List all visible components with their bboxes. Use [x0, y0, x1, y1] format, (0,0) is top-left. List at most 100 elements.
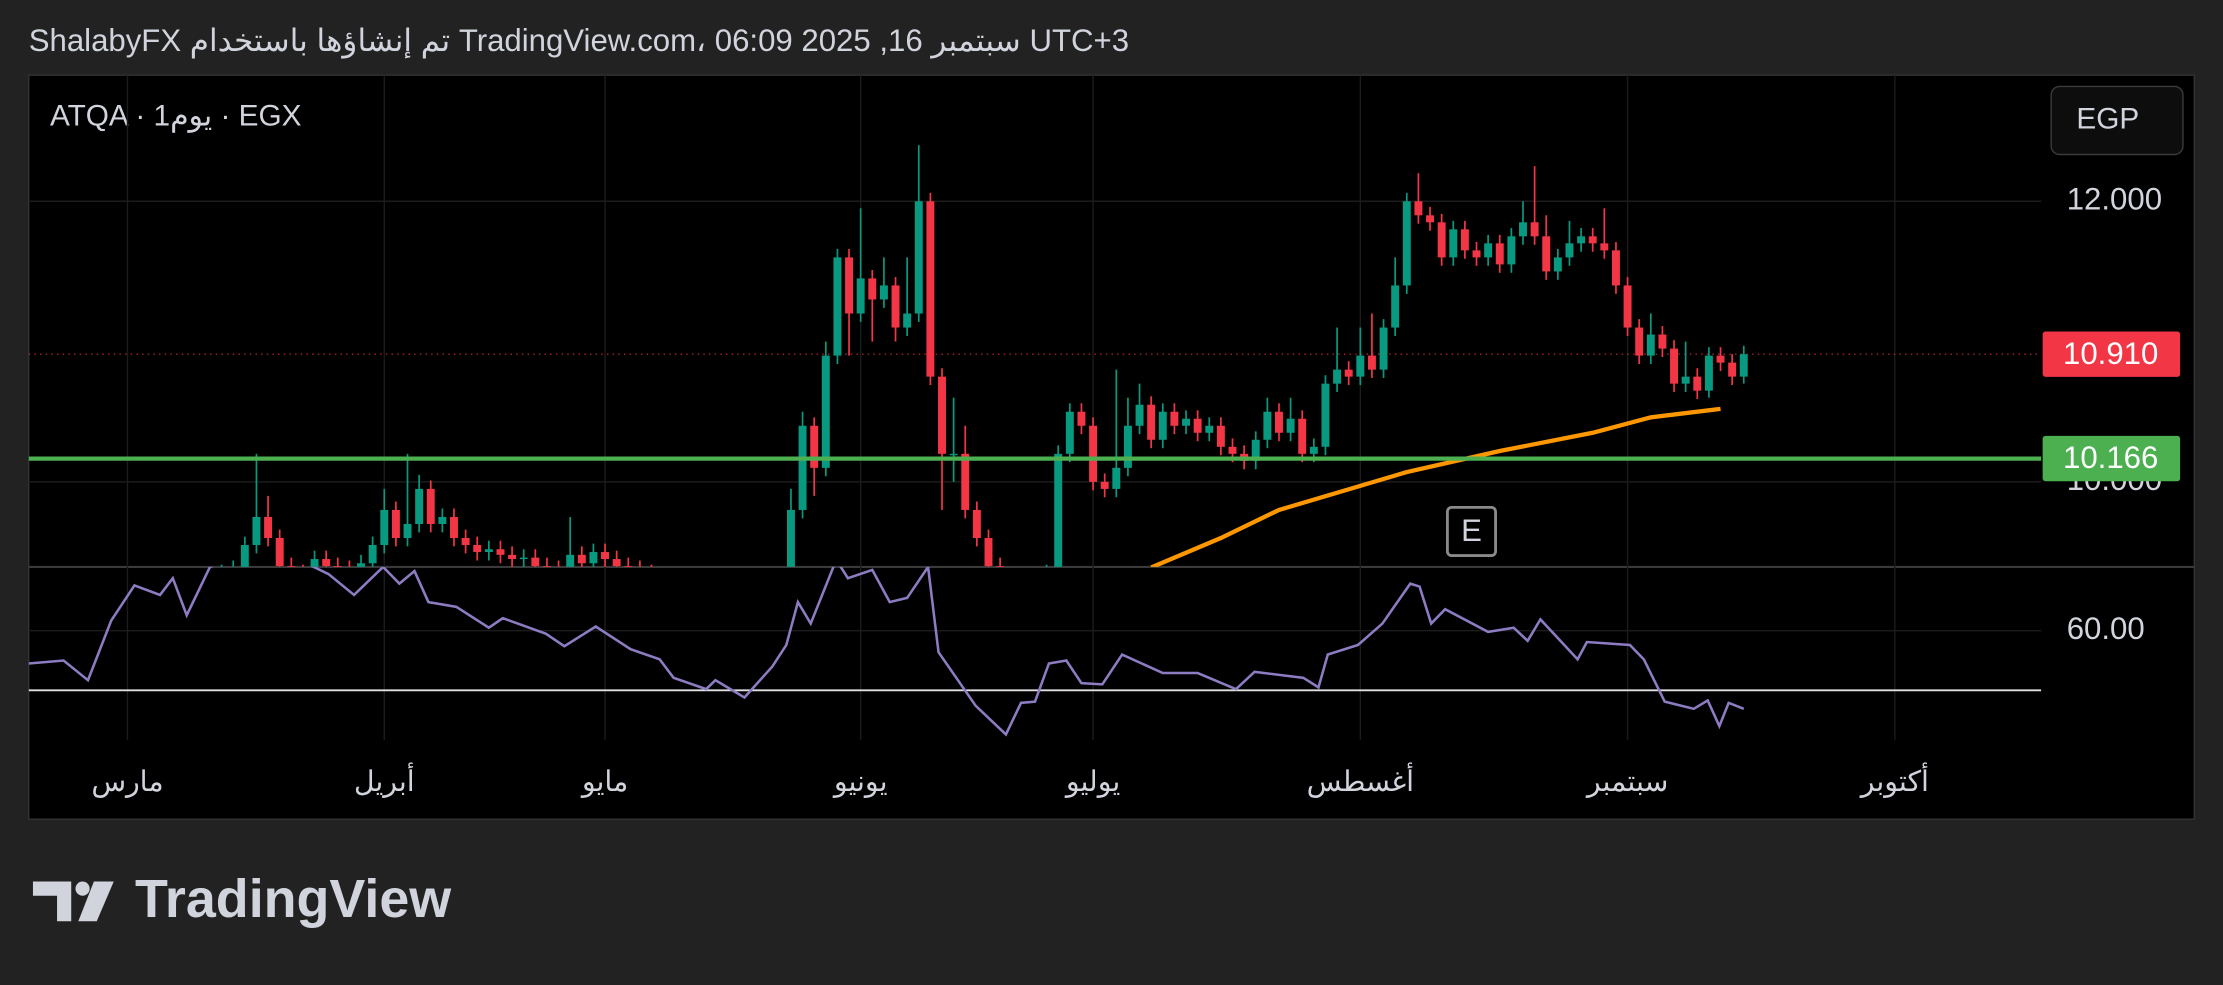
candle-body: [1205, 425, 1214, 433]
candle-body: [1460, 229, 1469, 251]
candle-body: [1437, 222, 1446, 258]
candle-body: [531, 557, 540, 567]
candle-body: [624, 566, 633, 567]
candle-body: [1298, 418, 1307, 454]
candle-body: [1449, 229, 1458, 258]
x-tick-label: أغسطس: [1307, 763, 1414, 798]
candle-body: [1251, 439, 1260, 461]
candle-body: [426, 488, 435, 524]
candle-body: [1728, 362, 1737, 377]
candle-body: [333, 566, 342, 567]
last-price-badge: [2042, 331, 2181, 377]
candle-body: [1623, 285, 1632, 328]
candle-body: [1542, 236, 1551, 272]
candle-body: [1611, 250, 1620, 286]
candle-body: [391, 509, 400, 539]
candle-body: [1228, 446, 1237, 454]
candle-body: [1693, 376, 1702, 391]
candle-body: [1670, 348, 1679, 384]
candle-body: [868, 278, 877, 300]
candle-body: [996, 566, 1005, 567]
candle-body: [1216, 425, 1225, 447]
currency-button[interactable]: [2050, 85, 2184, 156]
candle-body: [1344, 369, 1353, 377]
candle-body: [240, 545, 249, 567]
candle-body: [1054, 453, 1063, 567]
x-tick-label: أكتوبر: [1859, 763, 1929, 798]
candle-body: [833, 257, 842, 356]
candle-body: [1100, 481, 1109, 489]
candle-body: [856, 278, 865, 314]
candle-body: [1577, 236, 1586, 244]
candle-body: [322, 559, 331, 567]
hline-badge-label: 10.166: [2063, 440, 2158, 475]
header: ShalabyFX تم إنشاؤها باستخدام TradingVie…: [29, 23, 1129, 59]
candle-body: [601, 552, 610, 560]
candle-body: [1681, 376, 1690, 384]
candle-body: [1658, 334, 1667, 349]
candle-body: [1426, 215, 1435, 223]
logo-icon: [32, 881, 114, 922]
event-marker[interactable]: E: [1461, 513, 1482, 548]
candle-body: [1309, 446, 1318, 454]
currency[interactable]: EGP: [2076, 102, 2139, 135]
candle-body: [1147, 404, 1156, 440]
candle-body: [1263, 411, 1272, 440]
x-tick-label: مايو: [580, 766, 628, 798]
candle-body: [1123, 425, 1132, 468]
candle-body: [1321, 383, 1330, 447]
symbol: ATQA · 1يوم · EGX: [50, 99, 302, 133]
candle-body: [542, 566, 551, 567]
x-tick-label: مارس: [91, 766, 163, 798]
x-tick-label: سبتمبر: [1585, 766, 1668, 798]
candle-body: [1367, 355, 1376, 370]
candle-body: [252, 516, 261, 546]
candle-body: [972, 509, 981, 539]
candle-body: [310, 559, 319, 567]
candle-body: [961, 453, 970, 510]
candle-body: [1414, 201, 1423, 216]
candle-body: [1588, 236, 1597, 244]
chart-panel: [28, 74, 2195, 820]
candle-body: [1379, 327, 1388, 370]
candle-body: [1275, 411, 1283, 433]
candle-body: [1635, 327, 1644, 356]
candle-body: [903, 313, 912, 328]
candle-body: [1158, 411, 1167, 440]
candle-body: [1553, 257, 1562, 272]
candle-body: [1193, 418, 1202, 433]
candle-body: [914, 201, 923, 314]
candle-body: [450, 516, 458, 539]
candle-body: [484, 549, 493, 553]
hline-badge: [2042, 435, 2181, 482]
candle-body: [1089, 425, 1098, 482]
candle-body: [1495, 243, 1504, 265]
candle-body: [1135, 404, 1144, 426]
candle-body: [264, 516, 273, 539]
candle-body: [368, 545, 377, 564]
candle-body: [461, 538, 470, 546]
candle-body: [380, 509, 389, 546]
candle-body: [589, 552, 598, 564]
y-tick-label: 12.000: [2067, 181, 2162, 216]
candle-body: [1530, 222, 1539, 237]
moving-average: [1150, 406, 1721, 567]
candle-body: [798, 425, 807, 510]
candle-body: [879, 285, 888, 300]
candle-body: [1565, 243, 1574, 258]
x-tick-label: أبريل: [354, 763, 415, 798]
event-marker-box[interactable]: [1445, 505, 1497, 557]
candle-body: [275, 538, 284, 567]
candle-body: [926, 201, 935, 377]
candle-body: [845, 257, 854, 314]
candle-body: [403, 523, 412, 539]
candle-body: [1112, 467, 1121, 489]
candle-body: [786, 509, 795, 567]
x-tick-label: يوليو: [1064, 766, 1120, 798]
candle-body: [1065, 411, 1074, 454]
candle-body: [519, 557, 528, 560]
candle-body: [821, 355, 830, 468]
x-tick-label: يونيو: [832, 766, 888, 798]
